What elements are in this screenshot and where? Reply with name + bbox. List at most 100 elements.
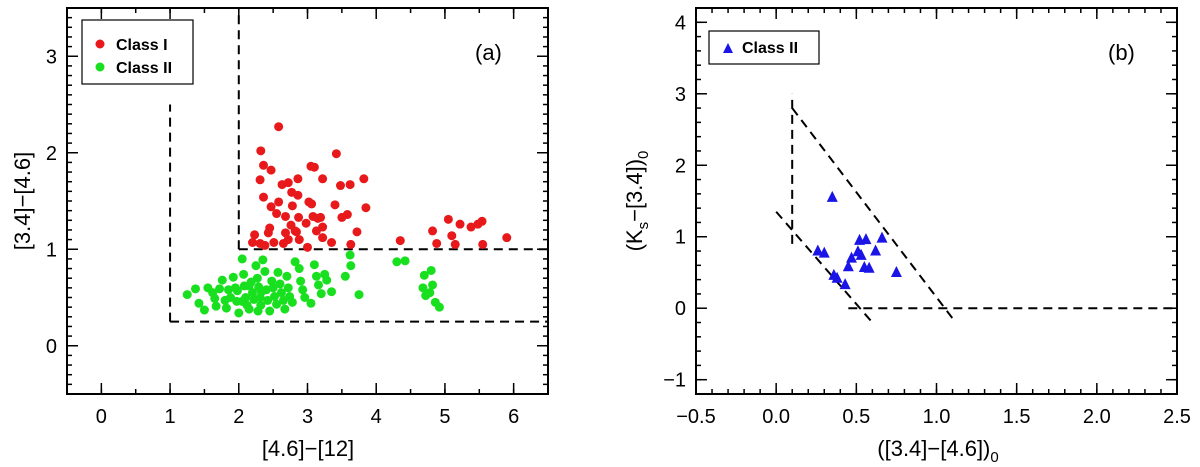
panel-a-point-class-i xyxy=(443,214,453,224)
panel-a-boundaries xyxy=(169,8,548,323)
panel-a-point-class-ii xyxy=(400,256,410,266)
panel-a-point-class-i xyxy=(256,146,266,156)
panel-a-point-class-i xyxy=(259,192,269,202)
panel-a-point-class-i xyxy=(287,201,297,211)
panel-a-point-class-i xyxy=(466,222,476,232)
panel-a-point-class-i xyxy=(283,178,293,188)
panel-a-point-class-ii xyxy=(237,254,247,264)
panel-a-point-class-ii xyxy=(316,289,326,299)
panel-a-point-class-ii xyxy=(311,271,321,281)
panel-b-x-axis-label-sub: 0 xyxy=(990,449,998,466)
panel-b-point-class-ii xyxy=(846,251,858,263)
panel-b-x-tick-label: 1.5 xyxy=(1003,406,1031,428)
panel-b-point-class-ii xyxy=(855,248,867,260)
panel-a-point-class-i xyxy=(281,211,291,221)
panel-a-point-class-i xyxy=(266,165,276,175)
panel-a-point-class-ii xyxy=(275,279,285,289)
panel-a-point-class-ii xyxy=(234,308,244,318)
panel-b-x-tick-label: 0.0 xyxy=(762,406,790,428)
panel-a-point-class-i xyxy=(263,228,273,238)
panel-b-plot-frame xyxy=(695,7,1178,395)
panel-a-point-class-i xyxy=(266,202,276,212)
panel-b-y-axis-label-mid: −[3.4]) xyxy=(622,159,647,222)
panel-a-point-class-i xyxy=(292,227,302,237)
panel-b-point-class-ii xyxy=(826,190,838,202)
panel-a-point-class-i xyxy=(316,212,326,222)
panel-a-point-class-i xyxy=(318,233,328,243)
panel-a-point-class-i xyxy=(455,219,465,229)
panel-a-point-class-i xyxy=(274,197,284,207)
panel-a-x-tick-label: 3 xyxy=(302,406,313,428)
panel-b-y-axis-label-sub-s: s xyxy=(635,222,652,230)
panel-a-point-class-ii xyxy=(345,250,355,260)
panel-b-point-class-ii xyxy=(812,244,824,256)
panel-a-point-class-ii xyxy=(287,297,297,307)
legend-marker-class-ii-triangle xyxy=(723,43,733,53)
panel-a-point-class-i xyxy=(274,122,284,132)
panel-b-y-tick-label: 2 xyxy=(675,155,686,177)
panel-a-legend-box xyxy=(81,19,194,85)
panel-a-point-class-i xyxy=(352,227,362,237)
panel-a-point-class-ii xyxy=(194,298,204,308)
panel-a-y-tick-label: 2 xyxy=(46,143,57,165)
panel-b-point-class-ii xyxy=(876,231,888,243)
panel-a-point-class-i xyxy=(331,149,341,159)
panel-a-point-class-i xyxy=(447,231,457,241)
panel-a-point-class-i xyxy=(255,175,265,185)
panel-b-y-axis-label-sub-0: 0 xyxy=(635,151,652,159)
panel-a-point-class-ii xyxy=(248,288,258,298)
panel-a-label: (a) xyxy=(475,40,502,65)
panel-b-point-class-ii xyxy=(842,260,854,272)
panel-a-point-class-ii xyxy=(340,271,350,281)
panel-a-point-class-i xyxy=(478,239,488,249)
panel-a-point-class-ii xyxy=(296,276,306,286)
panel-a-point-class-ii xyxy=(290,257,300,267)
panel-b-y-tick-label: 3 xyxy=(675,84,686,106)
panel-a-point-class-i xyxy=(502,233,512,243)
panel-a-x-tick-label: 6 xyxy=(508,406,519,428)
panel-a-point-class-ii xyxy=(256,287,266,297)
panel-a-point-class-ii xyxy=(306,298,316,308)
panel-a-point-class-i xyxy=(330,200,340,210)
panel-b-boundaries xyxy=(775,93,1177,324)
panel-a-point-class-i xyxy=(307,199,317,209)
panel-b-x-tick-label: 2.5 xyxy=(1163,406,1191,428)
panel-a-point-class-i xyxy=(272,209,282,219)
panel-a-point-class-ii xyxy=(223,285,233,295)
panel-a-point-class-i xyxy=(318,174,328,184)
panel-a-point-class-i xyxy=(250,230,260,240)
panel-b-x-axis-label: ([3.4]−[4.6])0 xyxy=(877,436,998,466)
legend-label-class-i: Class I xyxy=(116,37,168,54)
panel-a-point-class-i xyxy=(269,237,279,247)
legend-marker-class-ii xyxy=(95,62,105,72)
panel-a-point-class-i xyxy=(311,226,321,236)
panel-a-point-class-i xyxy=(345,180,355,190)
panel-a-point-class-ii xyxy=(211,301,221,311)
panel-a-point-class-i xyxy=(359,174,369,184)
panel-a-point-class-ii xyxy=(253,306,263,316)
panel-a-legend: Class I Class II xyxy=(81,19,194,85)
panel-b-x-tick-label: 2.0 xyxy=(1083,406,1111,428)
panel-a-point-class-ii xyxy=(322,275,332,285)
panel-b: −0.5 0.0 0.5 1.0 1.5 2.0 2.5 −1 0 1 2 3 4 Class II (… xyxy=(622,7,1191,466)
panel-b-x-tick-label: −0.5 xyxy=(676,406,715,428)
panel-a-point-class-i xyxy=(346,239,356,249)
panel-a-point-class-ii xyxy=(263,295,273,305)
panel-a-point-class-ii xyxy=(434,302,444,312)
panel-b-ticks: −0.5 0.0 0.5 1.0 1.5 2.0 2.5 −1 0 1 2 3 4 xyxy=(663,7,1191,428)
panel-a-point-class-ii xyxy=(258,255,268,265)
panel-b-y-tick-label: −1 xyxy=(663,370,686,392)
panel-a-point-class-ii xyxy=(217,275,227,285)
panel-a-point-class-i xyxy=(301,218,311,228)
panel-a-point-class-ii xyxy=(268,283,278,293)
panel-a-point-class-i xyxy=(337,212,347,222)
panel-b-point-class-ii xyxy=(863,261,875,273)
panel-a-point-class-ii xyxy=(283,283,293,293)
panel-a-point-class-i xyxy=(477,216,487,226)
panel-a-point-class-ii xyxy=(418,283,428,293)
panel-b-point-class-ii xyxy=(870,244,882,256)
panel-a-x-tick-label: 1 xyxy=(165,406,176,428)
panel-a-point-class-ii xyxy=(210,293,220,303)
panel-a-point-class-ii xyxy=(298,285,308,295)
panel-a-y-tick-label: 3 xyxy=(46,46,57,68)
